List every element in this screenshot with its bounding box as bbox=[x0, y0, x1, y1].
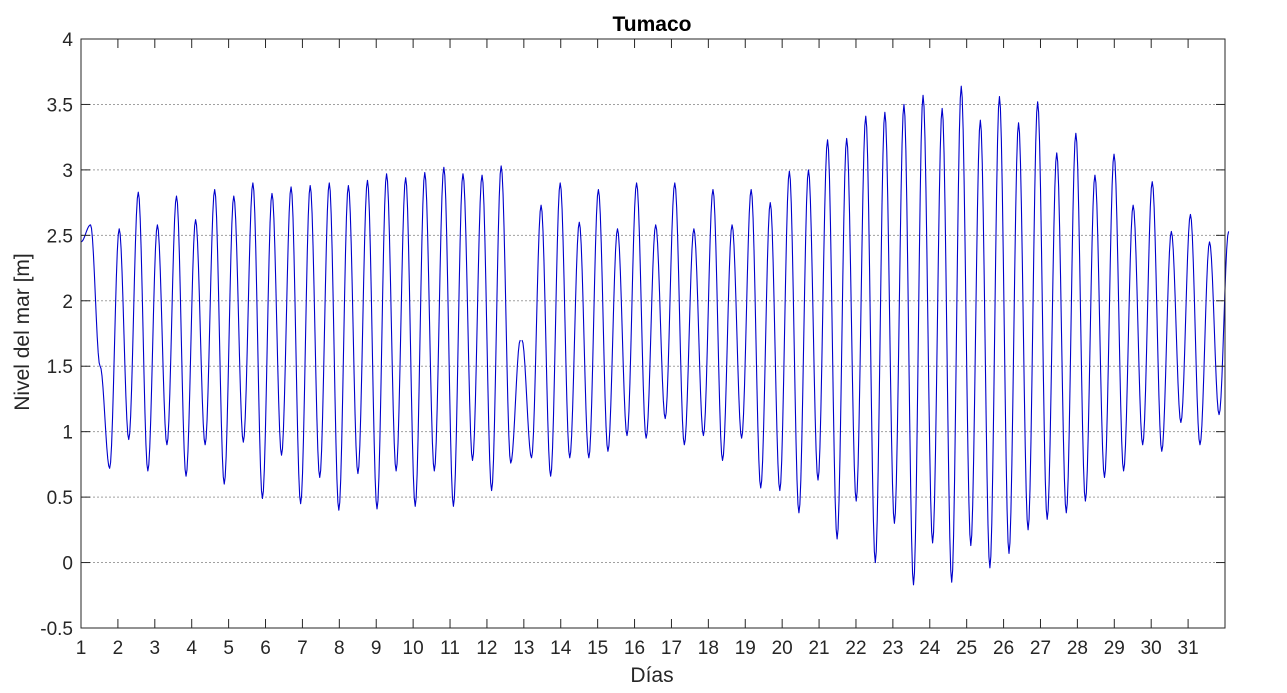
y-tick-label: 3.5 bbox=[47, 95, 73, 116]
x-tick-label: 5 bbox=[223, 638, 234, 659]
series-line bbox=[80, 165, 521, 511]
y-tick-label: 2 bbox=[62, 292, 73, 313]
x-tick-label: 12 bbox=[476, 638, 497, 659]
x-tick-label: 20 bbox=[772, 638, 793, 659]
x-tick-label: 1 bbox=[76, 638, 87, 659]
series-line bbox=[521, 85, 1230, 586]
x-tick-label: 18 bbox=[698, 638, 719, 659]
y-tick-label: -0.5 bbox=[40, 619, 73, 640]
x-tick-label: 24 bbox=[919, 638, 941, 659]
y-tick-label: 3 bbox=[62, 161, 73, 182]
x-tick-label: 22 bbox=[845, 638, 866, 659]
x-tick-label: 23 bbox=[882, 638, 903, 659]
x-tick-labels: 1 2 3 4 5 6 7 8 9 10 11 12 13 14 15 16 17 18 19 20 21 22 23 24 2… bbox=[76, 638, 1199, 659]
x-axis-label: Días bbox=[630, 664, 673, 687]
y-tick-label: 1.5 bbox=[47, 357, 73, 378]
y-tick-label: 1 bbox=[62, 423, 73, 444]
y-tick-labels: -0.5 0 0.5 1 1.5 2 2.5 3 3.5 4 bbox=[40, 30, 73, 640]
chart-title: Tumaco bbox=[613, 13, 692, 36]
y-tick-label: 0.5 bbox=[47, 488, 73, 509]
y-tick-label: 0 bbox=[62, 554, 73, 575]
x-tick-label: 27 bbox=[1030, 638, 1051, 659]
x-tick-label: 11 bbox=[440, 638, 460, 659]
x-tick-label: 7 bbox=[297, 638, 308, 659]
x-tick-label: 25 bbox=[956, 638, 977, 659]
x-tick-label: 10 bbox=[403, 638, 424, 659]
x-tick-label: 4 bbox=[186, 638, 197, 659]
x-tick-label: 13 bbox=[513, 638, 534, 659]
x-tick-label: 30 bbox=[1141, 638, 1162, 659]
x-tick-label: 16 bbox=[624, 638, 645, 659]
x-tick-label: 26 bbox=[993, 638, 1014, 659]
x-tick-label: 19 bbox=[735, 638, 756, 659]
x-tick-label: 14 bbox=[550, 638, 572, 659]
tick-marks bbox=[80, 38, 1225, 629]
x-tick-label: 6 bbox=[260, 638, 271, 659]
x-tick-label: 28 bbox=[1067, 638, 1088, 659]
x-tick-label: 21 bbox=[808, 638, 829, 659]
y-tick-label: 4 bbox=[62, 30, 73, 51]
x-tick-label: 31 bbox=[1178, 638, 1199, 659]
x-tick-label: 15 bbox=[587, 638, 608, 659]
x-tick-label: 29 bbox=[1104, 638, 1125, 659]
x-tick-label: 8 bbox=[334, 638, 345, 659]
y-tick-label: 2.5 bbox=[47, 226, 73, 247]
x-tick-label: 9 bbox=[371, 638, 382, 659]
y-grid bbox=[81, 103, 1225, 564]
plot-frame bbox=[80, 38, 1226, 629]
x-tick-label: 17 bbox=[661, 638, 682, 659]
series-layer bbox=[80, 85, 1230, 586]
x-tick-label: 2 bbox=[113, 638, 124, 659]
y-axis-label: Nivel del mar [m] bbox=[11, 253, 34, 411]
x-tick-label: 3 bbox=[150, 638, 161, 659]
